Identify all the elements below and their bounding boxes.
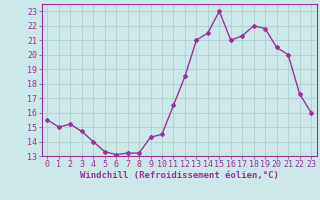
X-axis label: Windchill (Refroidissement éolien,°C): Windchill (Refroidissement éolien,°C) (80, 171, 279, 180)
